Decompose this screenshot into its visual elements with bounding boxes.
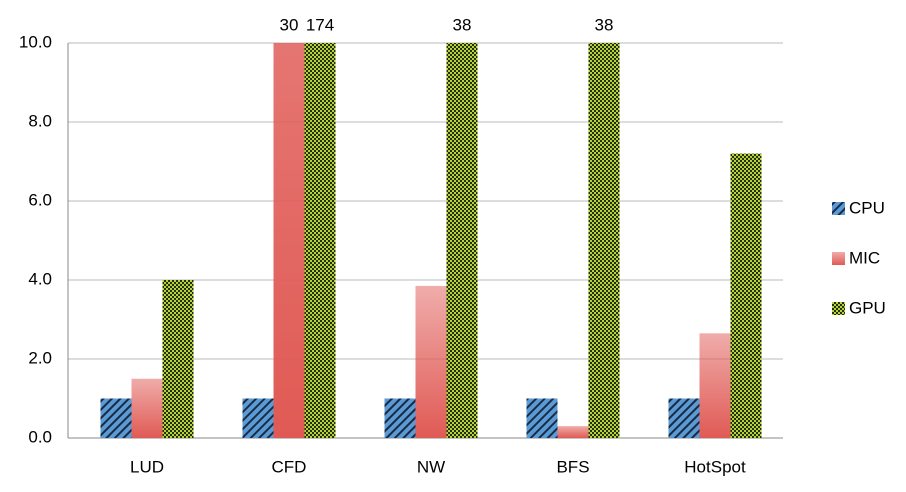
plot-area — [100, 43, 762, 438]
y-tick-label: 2.0 — [28, 348, 52, 367]
value-label: 30 — [280, 15, 299, 34]
bar — [446, 43, 478, 438]
y-tick-label: 6.0 — [28, 190, 52, 209]
bar — [162, 280, 194, 438]
bar — [588, 43, 620, 438]
bar — [415, 285, 447, 438]
value-label: 38 — [453, 15, 472, 34]
legend-label: CPU — [849, 198, 885, 217]
bar — [273, 43, 305, 438]
legend-swatch — [832, 252, 845, 265]
x-tick-label: BFS — [556, 457, 589, 476]
x-tick-label: HotSpot — [684, 457, 746, 476]
y-tick-label: 4.0 — [28, 269, 52, 288]
x-tick-label: LUD — [130, 457, 164, 476]
bar — [304, 43, 336, 438]
y-tick-label: 8.0 — [28, 111, 52, 130]
bar — [730, 153, 762, 438]
legend-swatch — [832, 302, 845, 315]
y-tick-label: 0.0 — [28, 427, 52, 446]
bar — [131, 378, 163, 438]
y-tick-label: 10.0 — [19, 32, 52, 51]
value-label: 38 — [595, 15, 614, 34]
x-tick-label: CFD — [272, 457, 307, 476]
value-label: 174 — [306, 15, 334, 34]
bar — [526, 398, 558, 438]
legend-label: GPU — [849, 298, 886, 317]
bar — [557, 426, 589, 438]
bar — [699, 333, 731, 438]
bar — [384, 398, 416, 438]
bar — [668, 398, 700, 438]
legend-label: MIC — [849, 248, 880, 267]
legend-swatch — [832, 202, 845, 215]
x-tick-label: NW — [417, 457, 445, 476]
bar — [242, 398, 274, 438]
bar — [100, 398, 132, 438]
